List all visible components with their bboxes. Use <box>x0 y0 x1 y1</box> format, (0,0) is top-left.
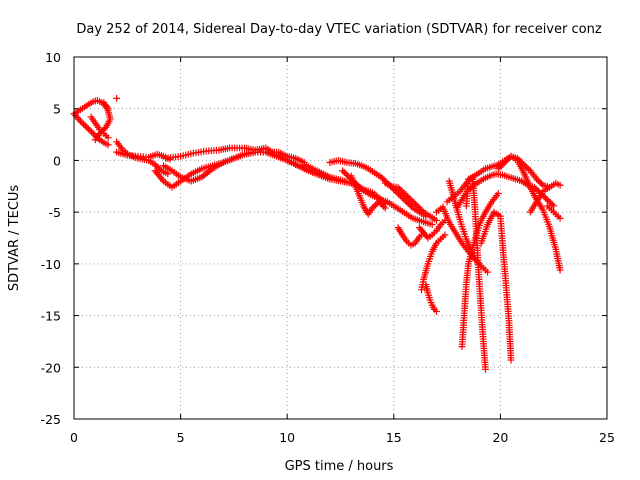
series-trail <box>113 148 174 163</box>
series-track-10 <box>160 148 334 185</box>
series-trail <box>526 179 564 216</box>
series-track-12 <box>326 157 430 220</box>
series-trail <box>445 177 479 264</box>
series-track-28 <box>526 179 564 216</box>
x-tick-label: 0 <box>70 430 78 445</box>
series-trail <box>70 97 112 118</box>
y-tick-label: 10 <box>45 50 61 65</box>
series-track-2 <box>70 110 112 149</box>
series-trail <box>394 224 428 249</box>
series-trail <box>422 281 440 315</box>
x-tick-label: 10 <box>279 430 295 445</box>
grid <box>74 57 607 419</box>
series-trail <box>91 99 114 144</box>
y-tick-label: -20 <box>41 360 61 375</box>
series-track-8 <box>151 148 355 191</box>
series-trail <box>326 157 430 220</box>
series-track-21 <box>445 177 479 264</box>
series-track-17 <box>415 217 449 242</box>
series-trail <box>454 170 558 211</box>
series-track-25 <box>462 173 489 373</box>
chart-title: Day 252 of 2014, Sidereal Day-to-day VTE… <box>76 22 601 37</box>
series-trail <box>70 110 112 149</box>
series-trail <box>415 217 449 242</box>
series-trail <box>381 179 440 224</box>
series-trail <box>347 172 389 218</box>
series-track-14 <box>347 172 389 218</box>
series-track-15 <box>381 179 440 224</box>
series-track-7 <box>113 148 174 163</box>
plot-frame <box>73 56 608 420</box>
series-trail <box>300 161 389 208</box>
series-track-6 <box>113 138 172 178</box>
y-tick-label: -15 <box>41 309 61 324</box>
series-trail <box>418 231 449 294</box>
y-tick-label: -5 <box>49 205 61 220</box>
series-track-16 <box>394 224 428 249</box>
x-tick-label: 20 <box>492 430 508 445</box>
series-trail <box>543 202 564 222</box>
series-track-13 <box>339 167 436 228</box>
series-track-1 <box>70 97 112 118</box>
series-trail <box>113 138 172 178</box>
series-trail <box>339 167 436 228</box>
series-track-19 <box>422 281 440 315</box>
series-trail <box>477 208 515 364</box>
y-tick-label: -10 <box>41 257 61 272</box>
y-axis-label: SDTVAR / TECUs <box>7 185 22 292</box>
x-tick-label: 5 <box>177 430 185 445</box>
series-track-26 <box>477 208 515 364</box>
data-series <box>70 97 564 373</box>
series-trail <box>433 203 492 276</box>
series-track-24 <box>458 190 502 350</box>
series-trail <box>462 173 489 373</box>
x-tick-label: 25 <box>599 430 615 445</box>
series-track-4 <box>91 99 114 144</box>
series-track-18 <box>418 231 449 294</box>
axis-ticks: 0 5 10 15 20 25 -25 -20 -15 -10 -5 0 5 10 <box>41 50 615 445</box>
series-track-29 <box>543 202 564 222</box>
y-tick-label: 5 <box>53 102 61 117</box>
series-trail <box>494 152 564 274</box>
series-trail <box>160 148 334 185</box>
series-track-11 <box>300 161 389 208</box>
series-trail <box>458 190 502 350</box>
x-tick-label: 15 <box>386 430 402 445</box>
y-tick-label: 0 <box>53 153 61 168</box>
series-track-20 <box>433 203 492 276</box>
series-track-23 <box>454 170 558 211</box>
y-tick-label: -25 <box>41 412 61 427</box>
x-axis-label: GPS time / hours <box>285 459 394 474</box>
series-trail <box>151 148 355 191</box>
series-track-27 <box>494 152 564 274</box>
